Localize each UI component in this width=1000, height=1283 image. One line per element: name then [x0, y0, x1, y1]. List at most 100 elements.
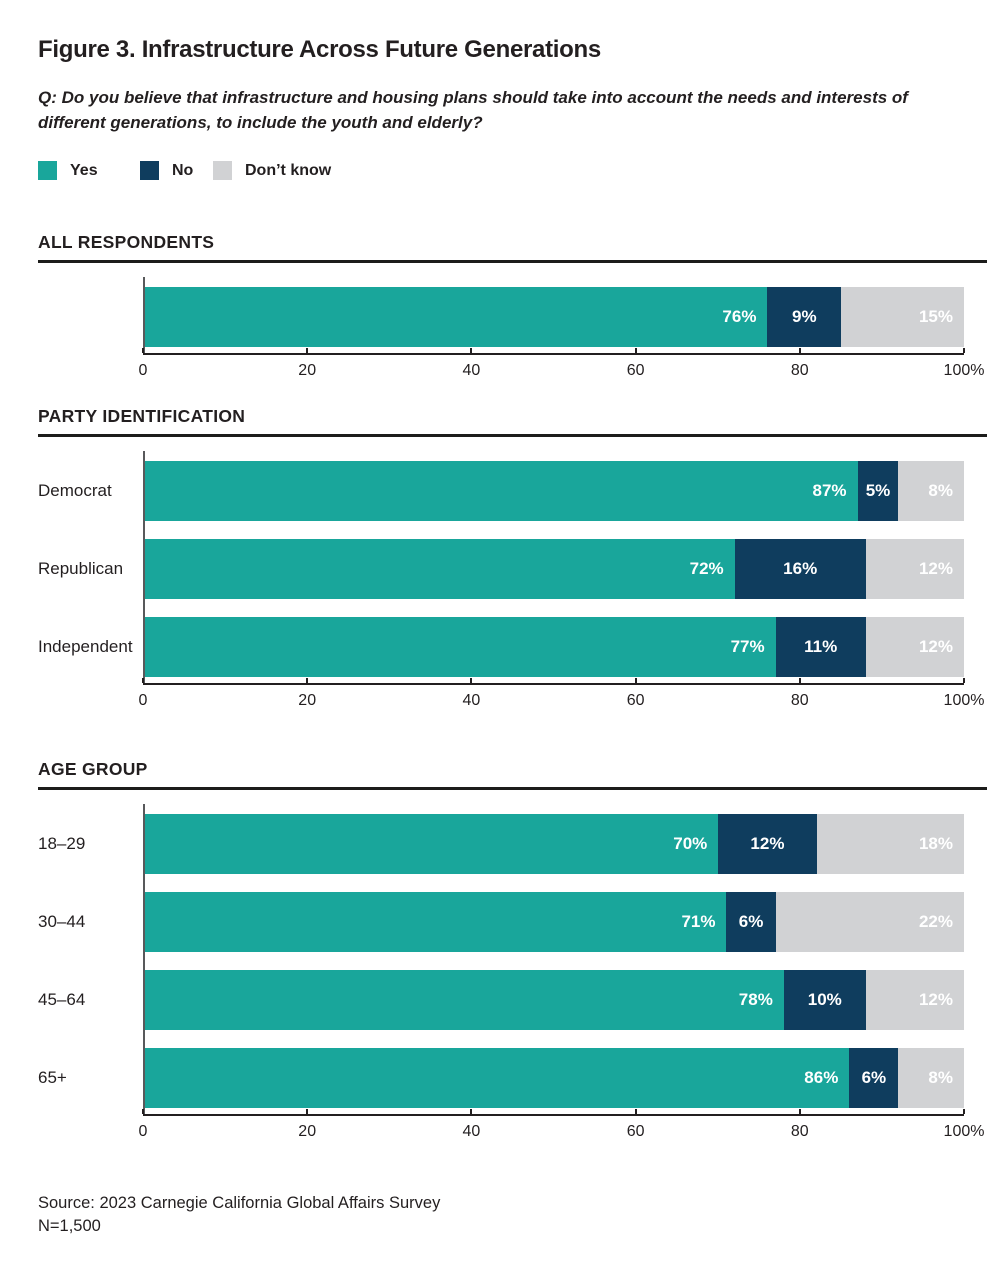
x-axis-tick: [306, 1109, 309, 1115]
segment-don-t-know: 12%: [865, 539, 964, 600]
section-rule: [38, 260, 987, 264]
x-axis-tick: [142, 348, 144, 354]
segment-value-label: 18%: [918, 834, 953, 854]
segment-value-label: 70%: [673, 834, 708, 854]
segment-value-label: 9%: [792, 307, 817, 327]
legend-item-don-t-know: Don’t know: [213, 161, 332, 181]
segment-value-label: 15%: [918, 307, 953, 327]
segment-value-label: 71%: [681, 912, 716, 932]
segment-value-label: 76%: [722, 307, 757, 327]
section-rule: [38, 434, 987, 438]
sample-size: N=1,500: [38, 1216, 101, 1235]
segment-yes: 78%: [145, 970, 784, 1031]
x-axis: [142, 1109, 965, 1117]
section-all-respondents: ALL RESPONDENTS 76% 9% 15% 0 20 40 60 80 100%: [38, 232, 987, 379]
segment-no: 9%: [767, 287, 842, 348]
segment-value-label: 77%: [730, 637, 765, 657]
x-axis-tick-label: 80: [790, 692, 809, 710]
x-axis-tick: [306, 348, 309, 354]
segment-value-label: 8%: [928, 1068, 953, 1088]
bars-area: 87% 5% 8% 72% 16% 12% 77% 11% 12%: [143, 451, 964, 684]
figure-title: Figure 3. Infrastructure Across Future G…: [38, 36, 601, 63]
x-axis-tick: [634, 678, 637, 684]
x-axis-tick: [142, 678, 144, 684]
charts-container: ALL RESPONDENTS 76% 9% 15% 0 20 40 60 80 100% PART…: [38, 232, 987, 1140]
x-axis-tick-label: 0: [138, 362, 148, 380]
segment-value-label: 72%: [689, 559, 724, 579]
row-label: 65+: [38, 1068, 67, 1088]
row-label: 30–44: [38, 912, 86, 932]
x-axis-tick-label: 80: [790, 1123, 809, 1141]
x-axis-tick-label: 20: [298, 692, 317, 710]
row-label: Republican: [38, 559, 124, 579]
segment-value-label: 6%: [738, 912, 764, 932]
segment-don-t-know: 18%: [816, 814, 964, 875]
segment-no: 12%: [718, 814, 817, 875]
segment-value-label: 10%: [807, 990, 842, 1010]
plot-area: 76% 9% 15% 0 20 40 60 80 100%: [139, 277, 985, 379]
segment-yes: 77%: [145, 617, 776, 678]
legend-swatch-no-icon: [140, 161, 159, 181]
section-party-identification: PARTY IDENTIFICATION Democrat Republican In…: [38, 406, 987, 709]
segment-value-label: 5%: [865, 481, 891, 501]
bar-45-64: 78% 10% 12%: [145, 970, 964, 1031]
x-axis-tick: [798, 348, 801, 354]
segment-no: 11%: [775, 617, 866, 678]
x-axis: [142, 348, 965, 356]
row-labels-column: 18–29 30–44 45–64 65+: [38, 804, 143, 1140]
section-rule: [38, 787, 987, 791]
bars-area: 76% 9% 15%: [143, 277, 964, 354]
legend-item-yes: Yes: [38, 161, 140, 181]
x-axis-tick-label: 100%: [943, 692, 985, 710]
x-axis-tick: [963, 678, 965, 684]
x-axis-tick-label: 40: [462, 692, 481, 710]
x-axis-tick-label: 0: [138, 1123, 148, 1141]
x-axis-tick: [798, 678, 801, 684]
x-axis-tick: [470, 348, 473, 354]
x-axis-tick-label: 100%: [943, 362, 985, 380]
bar-30-44: 71% 6% 22%: [145, 892, 964, 953]
x-axis-tick: [963, 1109, 965, 1115]
x-axis-tick: [142, 1109, 144, 1115]
segment-value-label: 22%: [918, 912, 953, 932]
chart-party-identification: Democrat Republican Independent 87% 5% 8% 72% 1…: [38, 451, 984, 710]
segment-value-label: 78%: [738, 990, 773, 1010]
x-axis-tick-label: 60: [626, 692, 645, 710]
segment-yes: 87%: [145, 461, 858, 522]
x-axis-tick: [470, 678, 473, 684]
row-labels-column: Democrat Republican Independent: [38, 451, 143, 709]
segment-value-label: 8%: [928, 481, 953, 501]
row-label: 45–64: [38, 990, 86, 1010]
segment-value-label: 87%: [812, 481, 847, 501]
figure-page: Figure 3. Infrastructure Across Future G…: [0, 36, 1000, 1237]
x-axis-tick: [306, 678, 309, 684]
bar-republican: 72% 16% 12%: [145, 539, 964, 600]
x-axis-tick-label: 40: [462, 1123, 481, 1141]
section-age-group: AGE GROUP 18–29 30–44 45–64 65+ 70% 12% 18% 71% 6…: [38, 759, 987, 1140]
segment-value-label: 6%: [861, 1068, 887, 1088]
legend-label: Don’t know: [245, 161, 332, 179]
x-axis: [142, 678, 965, 686]
segment-value-label: 12%: [918, 637, 953, 657]
row-label: Democrat: [38, 481, 112, 501]
x-axis-tick-label: 20: [298, 1123, 317, 1141]
row-labels-column: [38, 277, 143, 379]
segment-yes: 70%: [145, 814, 719, 875]
legend-label: Yes: [70, 161, 98, 179]
segment-yes: 76%: [145, 287, 768, 348]
plot-area: 70% 12% 18% 71% 6% 22% 78% 10% 12% 86% 6% 8% 0 20 40 60…: [139, 804, 985, 1141]
chart-age-group: 18–29 30–44 45–64 65+ 70% 12% 18% 71% 6% 22% 78% 10…: [38, 804, 985, 1141]
segment-yes: 71%: [145, 892, 727, 953]
x-axis-tick-labels: 0 20 40 60 80 100%: [139, 355, 985, 379]
segment-no: 6%: [849, 1048, 899, 1109]
segment-no: 6%: [726, 892, 776, 953]
legend-item-no: No: [140, 161, 213, 181]
section-heading: ALL RESPONDENTS: [38, 232, 215, 253]
section-heading: AGE GROUP: [38, 759, 148, 780]
x-axis-tick: [798, 1109, 801, 1115]
bar-18-29: 70% 12% 18%: [145, 814, 964, 875]
segment-value-label: 12%: [918, 559, 953, 579]
legend-swatch-don-t-know-icon: [213, 161, 232, 181]
x-axis-tick-labels: 0 20 40 60 80 100%: [139, 1116, 985, 1141]
segment-value-label: 11%: [804, 637, 838, 657]
